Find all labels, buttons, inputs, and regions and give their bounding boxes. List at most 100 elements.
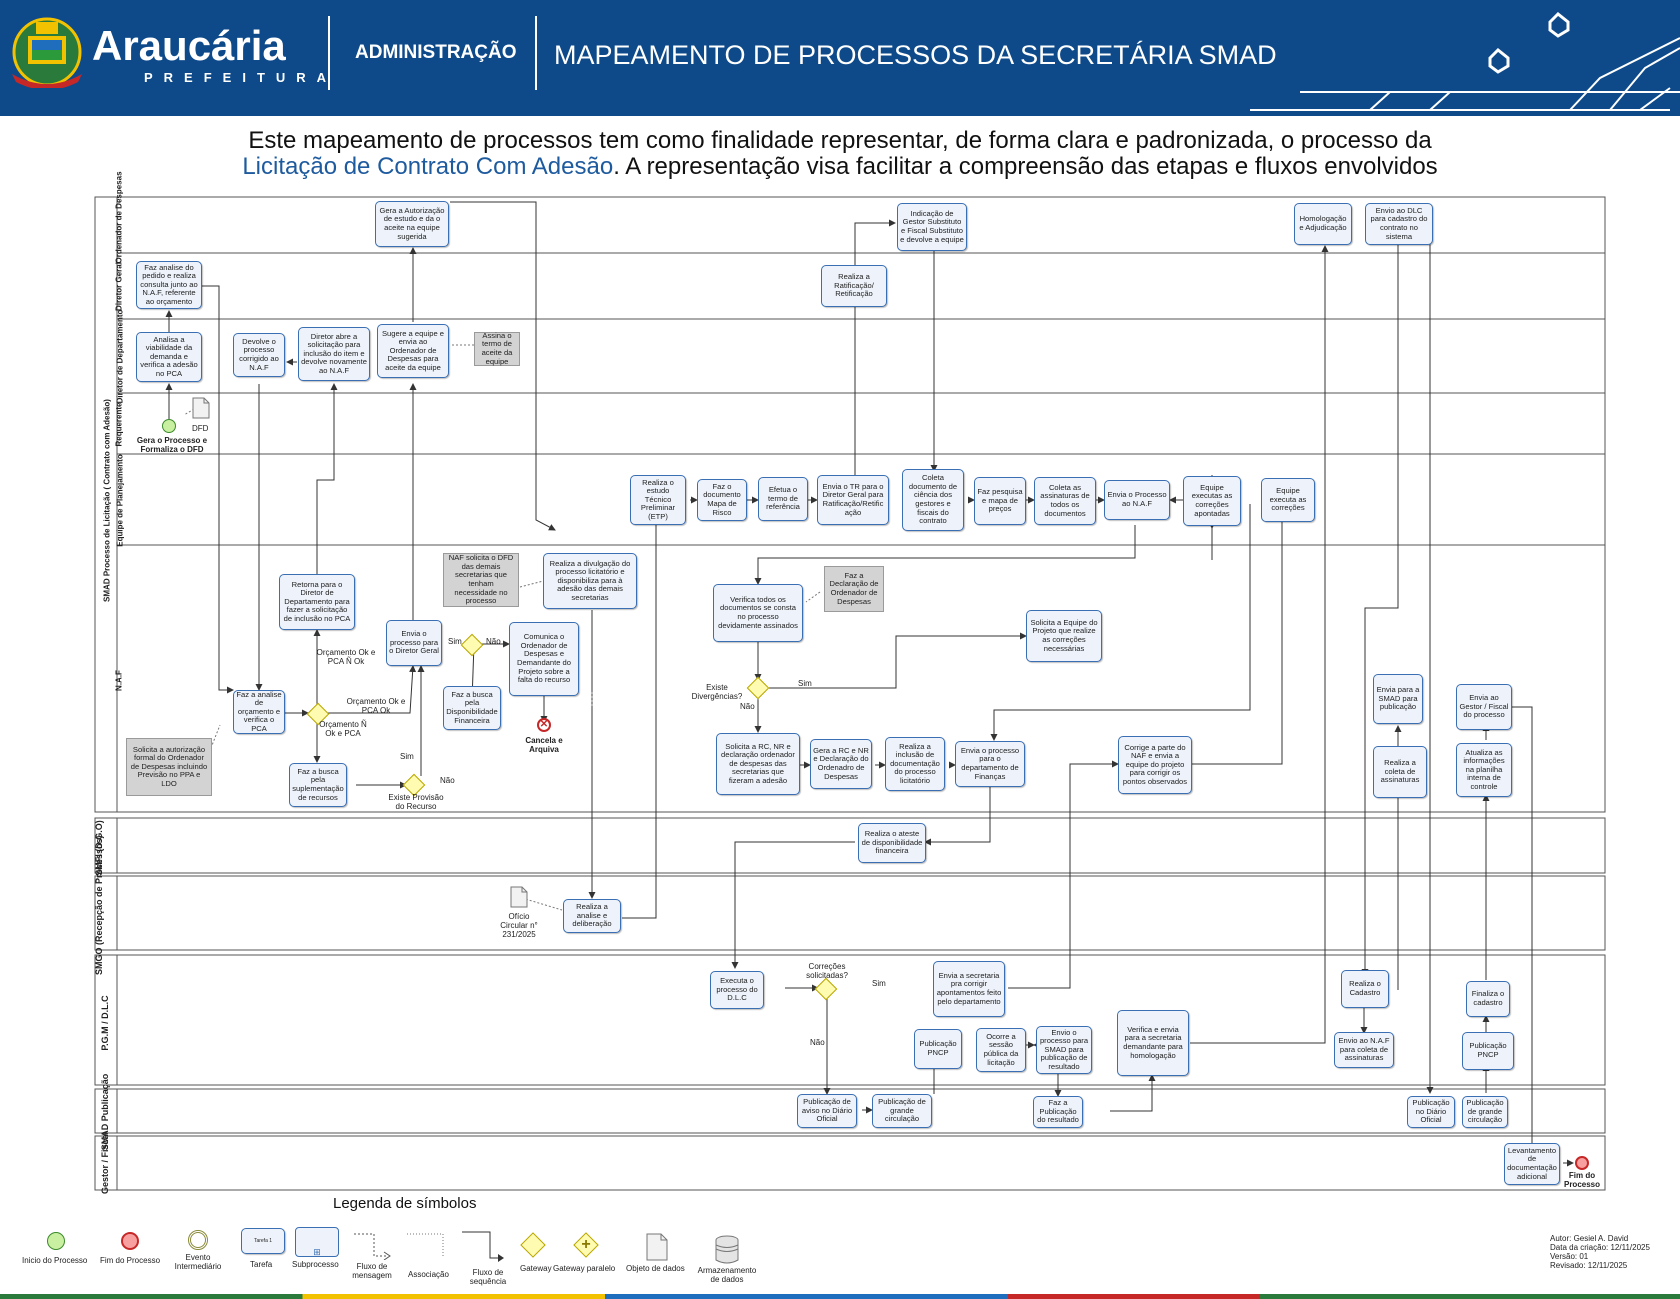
lane-planejamento: Equipe de Planejamento — [115, 454, 125, 547]
task-envio-naf-coleta[interactable]: Envio ao N.A.F para coleta de assinatura… — [1334, 1032, 1394, 1068]
brand-name: Araucária — [92, 22, 286, 69]
task-diretor-abre[interactable]: Diretor abre a solicitação para inclusão… — [298, 327, 370, 381]
label-sim-1: Sim — [448, 637, 462, 646]
task-realiza-cadastro[interactable]: Realiza o Cadastro — [1341, 970, 1389, 1008]
label-sim-2: Sim — [400, 752, 414, 761]
task-envia-gestor[interactable]: Envia ao Gestor / Fiscal do processo — [1456, 684, 1512, 730]
task-gera-autorizacao[interactable]: Gera a Autorização de estudo e da o acei… — [375, 201, 449, 247]
start-event-icon — [162, 419, 176, 433]
task-ratificacao[interactable]: Realiza a Ratificação/ Retificação — [821, 265, 887, 307]
task-envia-smad[interactable]: Envia para a SMAD para publicação — [1373, 674, 1423, 724]
task-homologacao[interactable]: Homologação e Adjudicação — [1294, 203, 1352, 245]
task-publicacao-diario[interactable]: Publicação de aviso no Diário Oficial — [797, 1094, 857, 1128]
task-envio-smad-resultado[interactable]: Envio o processo para SMAD para publicaç… — [1036, 1026, 1092, 1074]
task-analise-pedido[interactable]: Faz analise do pedido e realiza consulta… — [136, 261, 202, 309]
task-analise-deliberacao[interactable]: Realiza a analise e deliberação — [563, 899, 621, 933]
task-pesquisa-precos[interactable]: Faz pesquisa e mapa de preços — [974, 477, 1026, 525]
task-verifica-homologacao[interactable]: Verifica e envia para a secretaria deman… — [1117, 1010, 1189, 1076]
task-publicacao-diario-2[interactable]: Publicação no Diário Oficial — [1407, 1096, 1455, 1128]
legend-label-end: Fim do Processo — [100, 1256, 161, 1265]
legend-data-object-icon — [646, 1233, 668, 1261]
start-label: Gera o Processo e Formaliza o DFD — [136, 436, 208, 454]
page-header: Araucária PREFEITURA ADMINISTRAÇÃO MAPEA… — [0, 0, 1680, 116]
lane-smgo: SMGO (Recepção de Processos) — [94, 835, 104, 975]
task-comunica-ordenador[interactable]: Comunica o Ordenador de Despesas e Deman… — [509, 622, 579, 696]
task-sugere-equipe[interactable]: Sugere a equipe e envia ao Ordenador de … — [377, 324, 449, 378]
task-solicita-rc[interactable]: Solicita a RC, NR e declaração ordenador… — [716, 733, 800, 795]
task-envia-diretor-geral[interactable]: Envia o processo para o Diretor Geral — [386, 620, 442, 666]
end-event-icon — [1575, 1156, 1589, 1170]
task-envio-dlc[interactable]: Envio ao DLC para cadastro do contrato n… — [1365, 203, 1433, 245]
intro-line-1: Este mapeamento de processos tem como fi… — [248, 127, 1432, 154]
lane-naf: N.A.F — [114, 670, 124, 691]
legend-start-icon — [47, 1232, 65, 1250]
task-equipe-correcoes[interactable]: Equipe executa as correções — [1261, 478, 1315, 522]
legend-end-icon — [121, 1232, 139, 1250]
header-divider — [328, 16, 330, 90]
task-indicacao-gestor[interactable]: Indicação de Gestor Substituto e Fiscal … — [897, 203, 967, 251]
legend-label-subprocess: Subprocesso — [292, 1260, 339, 1269]
header-divider — [535, 16, 537, 90]
task-envia-naf[interactable]: Envia o Processo ao N.A.F — [1104, 480, 1170, 520]
task-coleta-assinaturas-2[interactable]: Realiza a coleta de assinaturas — [1373, 746, 1427, 798]
legend-label-message-flow: Fluxo de mensagem — [352, 1262, 392, 1280]
task-envia-financas[interactable]: Envia o processo para o departamento de … — [955, 741, 1025, 787]
task-publicacao-resultado[interactable]: Faz a Publicação do resultado — [1033, 1096, 1083, 1128]
task-estudo-tecnico[interactable]: Realiza o estudo Técnico Preliminar (ETP… — [630, 475, 686, 525]
task-analise-orcamento[interactable]: Faz a analise de orçamento e verifica o … — [233, 690, 285, 734]
task-equipe-correcoes-apontadas[interactable]: Equipe executas as correções apontadas — [1183, 476, 1241, 526]
task-coleta-assinaturas[interactable]: Coleta as assinaturas de todos os docume… — [1034, 477, 1096, 525]
annotation-solicita-autorizacao: Solicita a autorização formal do Ordenad… — [126, 738, 212, 796]
task-analisa-viabilidade[interactable]: Analisa a viabilidade da demanda e verif… — [136, 332, 202, 382]
task-mapa-risco[interactable]: Faz o documento Mapa de Risco — [697, 479, 747, 521]
label-nao-2: Não — [440, 776, 455, 785]
label-nao-1: Não — [486, 637, 501, 646]
task-termo-referencia[interactable]: Efetua o termo de referência — [758, 477, 808, 521]
task-divulgacao[interactable]: Realiza a divulgação do processo licitat… — [543, 553, 637, 609]
creation-date: Data da criação: 12/11/2025 — [1550, 1243, 1650, 1252]
task-publicacao-pncp-2[interactable]: Publicação PNCP — [1462, 1032, 1514, 1070]
task-ateste-financeira[interactable]: Realiza o ateste de disponibilidade fina… — [858, 823, 926, 863]
legend-label-association: Associação — [408, 1270, 449, 1279]
label-existe-provisao: Existe Provisão do Recurso — [388, 793, 444, 811]
intro-line-2-rest: . A representação visa facilitar a compr… — [613, 153, 1438, 180]
task-executa-dlc[interactable]: Executa o processo do D.L.C — [710, 971, 764, 1009]
task-busca-suplementacao[interactable]: Faz a busca pela suplementação de recurs… — [289, 763, 347, 807]
task-envia-secretaria[interactable]: Envia a secretaria pra corrigir apontame… — [933, 961, 1005, 1017]
task-publicacao-circulacao-2[interactable]: Publicação de grande circulação — [1462, 1096, 1508, 1128]
brand-subtitle: PREFEITURA — [144, 70, 338, 85]
task-atualiza-planilha[interactable]: Atualiza as informações na planilha inte… — [1456, 743, 1512, 797]
decorative-lines-icon — [1250, 11, 1680, 111]
task-busca-disponibilidade[interactable]: Faz a busca pela Disponibilidade Finance… — [443, 686, 501, 730]
task-retorna-diretor[interactable]: Retorna para o Diretor de Departamento p… — [279, 574, 355, 630]
task-solicita-equipe[interactable]: Solicita a Equipe do Projeto que realize… — [1026, 610, 1102, 662]
task-sessao-publica[interactable]: Ocorre a sessão pública da licitação — [976, 1028, 1026, 1072]
task-publicacao-circulacao[interactable]: Publicação de grande circulação — [872, 1094, 932, 1128]
task-envia-tr[interactable]: Envia o TR para o Diretor Geral para Rat… — [817, 475, 889, 525]
label-sim-4: Sim — [872, 979, 886, 988]
page-title: MAPEAMENTO DE PROCESSOS DA SECRETÁRIA SM… — [554, 40, 1277, 70]
label-existe-divergencias: Existe Divergências? — [691, 683, 743, 701]
intro-highlight: Licitação de Contrato Com Adesão — [242, 153, 614, 180]
legend-sequence-flow-icon — [462, 1231, 504, 1262]
legend-label-start: Inicio do Processo — [22, 1256, 88, 1265]
task-levantamento[interactable]: Levantamento de documentação adicional — [1504, 1143, 1560, 1185]
section-name: ADMINISTRAÇÃO — [355, 42, 517, 63]
task-corrige-naf[interactable]: Corrige a parte do NAF e envia a equipe … — [1118, 736, 1192, 794]
legend-label-gateway: Gateway — [520, 1264, 552, 1273]
task-finaliza-cadastro[interactable]: Finaliza o cadastro — [1466, 981, 1510, 1017]
legend-label-task: Tarefa — [250, 1260, 273, 1269]
legend-title: Legenda de símbolos — [333, 1195, 477, 1212]
task-publicacao-pncp[interactable]: Publicação PNCP — [914, 1029, 962, 1069]
dfd-document-icon — [192, 397, 210, 419]
araucaria-logo-icon — [12, 17, 82, 88]
legend-label-intermediate: Evento Intermediário — [174, 1253, 222, 1271]
task-inclusao-documentacao[interactable]: Realiza a inclusão de documentação do pr… — [885, 737, 945, 791]
task-coleta-ciencia[interactable]: Coleta documento de ciência dos gestores… — [902, 469, 964, 531]
revision-date: Revisado: 12/11/2025 — [1550, 1261, 1628, 1270]
task-gera-rc[interactable]: Gera a RC e NR e Declaração do Ordenadro… — [810, 739, 872, 789]
author-name: Autor: Gesiel A. David — [1550, 1234, 1629, 1243]
task-verifica-documentos[interactable]: Verifica todos os documentos se consta n… — [713, 584, 803, 642]
task-devolve-processo[interactable]: Devolve o processo corrigido ao N.A.F — [233, 333, 285, 377]
